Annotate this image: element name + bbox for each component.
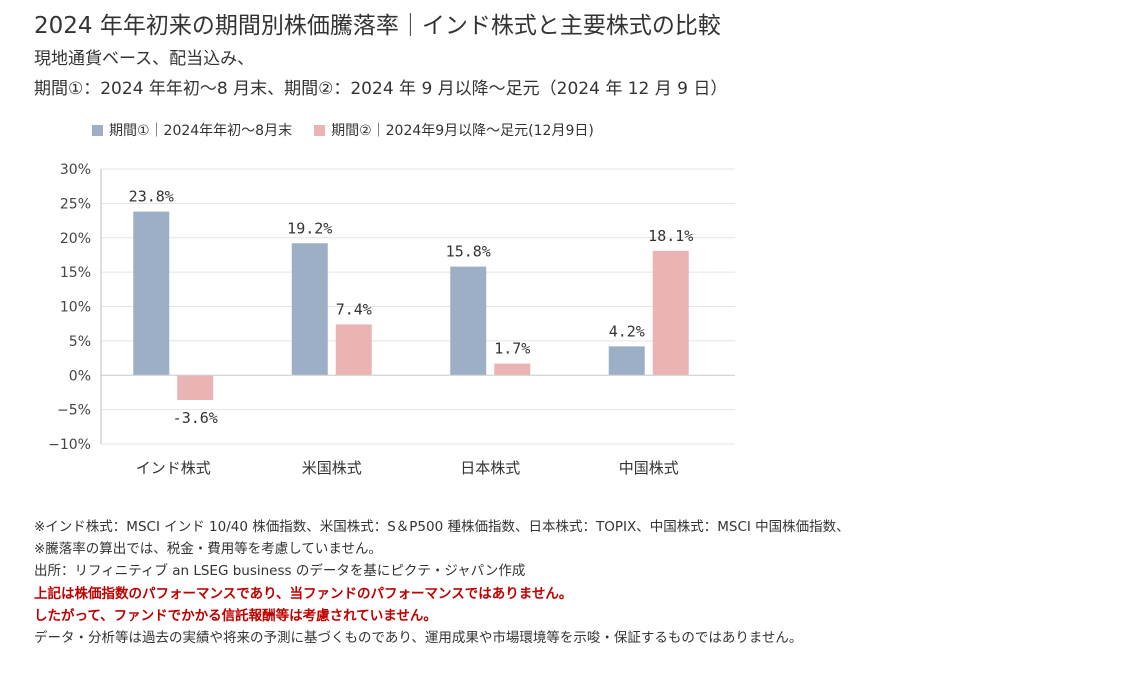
data-label: 15.8% — [446, 243, 491, 261]
subtitle-line1: 現地通貨ベース、配当込み、 — [34, 49, 255, 69]
y-tick-label: −5% — [57, 403, 91, 419]
bar-series2 — [494, 363, 531, 376]
data-label: 1.7% — [494, 340, 530, 358]
note-source: 出所：リフィニティブ an LSEG business のデータを基にピクテ・ジ… — [34, 563, 526, 580]
x-category-label: 米国株式 — [302, 459, 362, 477]
bar-series2 — [335, 324, 372, 376]
subtitle-line2: 期間①：2024 年年初～8 月末、期間②：2024 年 9 月以降～足元（20… — [34, 79, 728, 99]
legend-swatch-period1 — [92, 124, 103, 136]
legend-item-period2: 期間②｜2024年9月以降～足元(12月9日) — [314, 120, 594, 140]
note-disclaimer: データ・分析等は過去の実績や将来の予測に基づくものであり、運用成果や市場環境等を… — [34, 630, 803, 647]
legend-label-period1: 期間①｜2024年年初～8月末 — [109, 123, 293, 139]
data-label: 23.8% — [129, 188, 174, 206]
y-tick-label: 25% — [60, 196, 91, 212]
footnotes: ※インド株式：MSCI インド 10/40 株価指数、米国株式：S＆P500 種… — [34, 516, 850, 649]
legend-label-period2: 期間②｜2024年9月以降～足元(12月9日) — [331, 123, 594, 139]
y-tick-label: 15% — [60, 265, 91, 281]
bar-series1 — [450, 266, 487, 376]
data-label: -3.6% — [173, 409, 218, 427]
x-category-label: インド株式 — [136, 459, 211, 477]
x-category-label: 中国株式 — [619, 459, 679, 477]
bar-series2 — [652, 250, 689, 376]
note-tax: ※騰落率の算出では、税金・費用等を考慮していません。 — [34, 541, 383, 558]
legend-swatch-period2 — [314, 124, 326, 136]
y-tick-label: 20% — [60, 231, 91, 247]
data-label: 19.2% — [287, 219, 332, 237]
bar-series1 — [133, 211, 170, 376]
page-title: 2024 年年初来の期間別株価騰落率｜インド株式と主要株式の比較 — [34, 13, 721, 39]
bar-series2 — [177, 375, 214, 400]
bar-series1 — [608, 346, 645, 376]
bar-series1 — [291, 243, 328, 376]
y-tick-label: −10% — [48, 437, 91, 453]
bar-chart: 30% 25% 20% 15% 10% 5% 0% −5% −10% 23.8% -3.6% インド株… — [48, 162, 735, 477]
note-indices: ※インド株式：MSCI インド 10/40 株価指数、米国株式：S＆P500 種… — [34, 519, 850, 535]
legend-item-period1: 期間①｜2024年年初～8月末 — [92, 120, 292, 140]
y-tick-label: 10% — [60, 300, 91, 316]
chart-legend: 期間①｜2024年年初～8月末 期間②｜2024年9月以降～足元(12月9日) — [92, 120, 616, 140]
x-category-label: 日本株式 — [460, 459, 520, 477]
warning-fees: したがって、ファンドでかかる信託報酬等は考慮されていません。 — [34, 607, 437, 624]
data-label: 7.4% — [336, 300, 372, 318]
y-tick-label: 30% — [60, 162, 91, 178]
data-label: 4.2% — [609, 322, 645, 340]
warning-performance: 上記は株価指数のパフォーマンスであり、当ファンドのパフォーマンスではありません。 — [34, 585, 573, 602]
y-tick-label: 5% — [69, 334, 91, 350]
data-label: 18.1% — [648, 227, 693, 245]
y-tick-label: 0% — [69, 368, 91, 384]
